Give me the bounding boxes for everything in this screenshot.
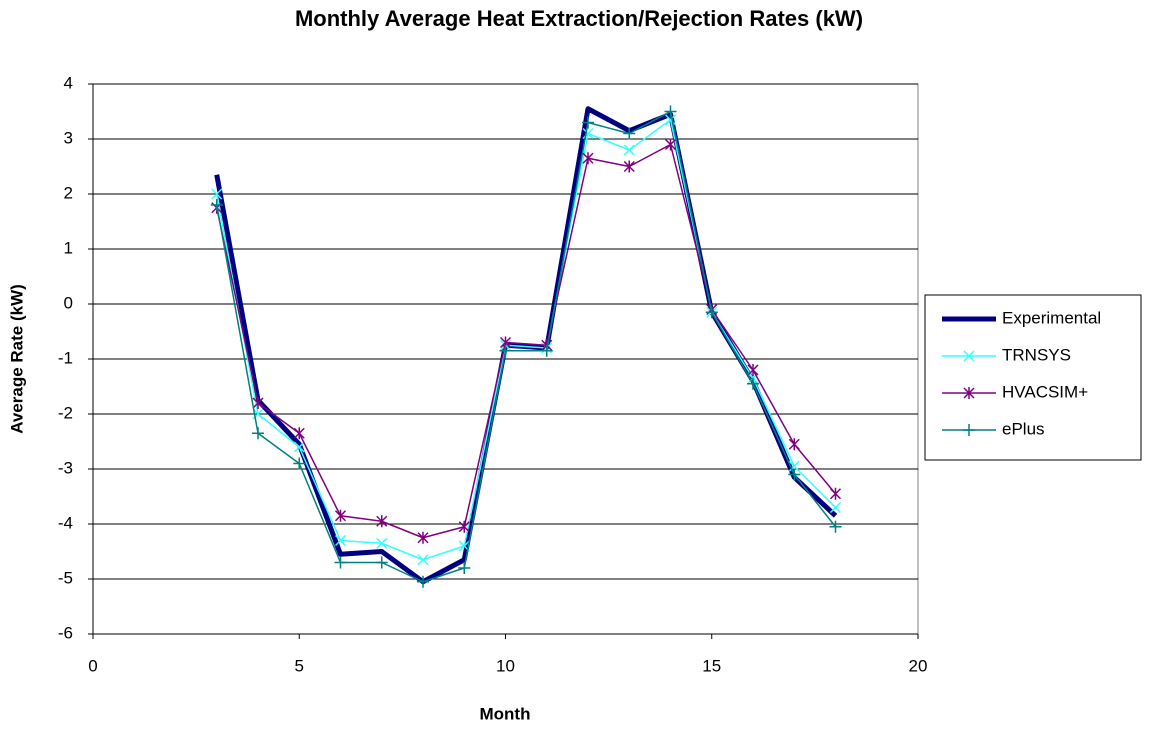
y-tick-label: -5 <box>58 568 73 587</box>
data-point <box>252 397 264 409</box>
data-point <box>458 520 470 533</box>
legend-marker <box>963 387 975 399</box>
legend-marker <box>963 424 975 436</box>
y-tick-label: -1 <box>58 348 73 367</box>
y-tick-label: -4 <box>58 513 73 532</box>
legend-label: Experimental <box>1002 308 1101 327</box>
data-point <box>829 501 842 514</box>
data-point <box>210 199 223 211</box>
data-point <box>747 377 759 390</box>
data-point <box>334 534 347 547</box>
x-axis-label: Month <box>480 704 531 723</box>
data-point <box>252 427 264 440</box>
data-point <box>293 457 306 470</box>
data-point <box>540 344 553 357</box>
data-point <box>623 127 636 140</box>
data-point <box>582 152 594 165</box>
data-point <box>458 562 471 574</box>
y-tick-label: -3 <box>58 458 73 477</box>
legend-label: TRNSYS <box>1002 345 1071 364</box>
data-point <box>623 160 635 173</box>
x-tick-label: 15 <box>702 656 721 675</box>
data-point <box>375 556 388 569</box>
data-point <box>582 116 594 129</box>
data-point <box>829 487 842 500</box>
y-tick-label: -2 <box>58 403 73 422</box>
data-point <box>705 306 718 319</box>
y-tick-label: 1 <box>64 238 73 257</box>
data-point <box>211 188 223 200</box>
data-point <box>293 427 305 440</box>
data-point <box>376 515 388 528</box>
data-point <box>664 114 677 126</box>
data-point <box>417 575 429 588</box>
data-point <box>747 364 759 376</box>
data-point <box>334 509 347 522</box>
data-point <box>788 460 800 472</box>
x-tick-label: 10 <box>496 656 515 675</box>
data-point <box>623 144 635 156</box>
data-point <box>293 441 305 453</box>
data-point <box>376 537 388 549</box>
data-point <box>788 438 800 451</box>
y-tick-label: 2 <box>64 183 73 202</box>
data-point <box>829 520 842 533</box>
y-axis-label: Average Rate (kW) <box>7 284 26 434</box>
data-point <box>499 344 512 357</box>
series-line <box>216 143 837 539</box>
legend-box <box>924 294 1142 461</box>
legend-marker <box>963 350 975 362</box>
y-tick-label: 3 <box>64 128 73 147</box>
data-point <box>334 556 347 569</box>
series-line <box>216 119 837 561</box>
legend-label: ePlus <box>1002 419 1045 438</box>
y-tick-label: 0 <box>64 293 73 312</box>
data-point <box>417 531 429 544</box>
data-point <box>664 138 677 151</box>
data-point <box>788 468 801 481</box>
x-tick-label: 0 <box>88 656 97 675</box>
legend-label: HVACSIM+ <box>1002 382 1088 401</box>
x-tick-label: 5 <box>295 656 304 675</box>
chart-title: Monthly Average Heat Extraction/Rejectio… <box>295 6 863 31</box>
data-point <box>664 105 677 118</box>
y-tick-label: 4 <box>64 73 73 92</box>
series-line <box>216 110 837 583</box>
y-tick-label: -6 <box>58 623 73 642</box>
data-point <box>417 554 429 566</box>
x-tick-label: 20 <box>909 656 928 675</box>
